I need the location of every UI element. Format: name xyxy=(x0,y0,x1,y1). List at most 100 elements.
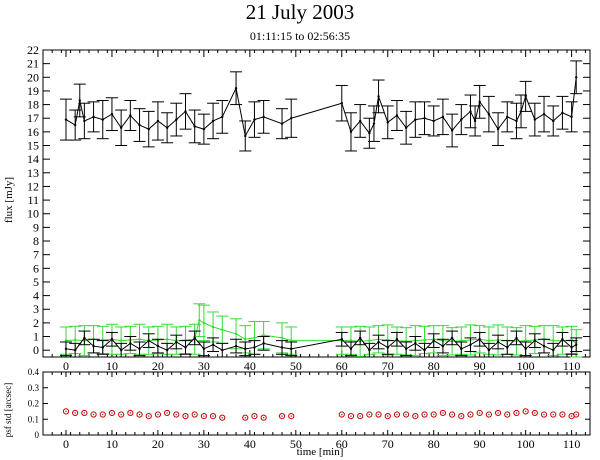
data-point-center xyxy=(74,412,76,414)
data-point xyxy=(145,413,152,420)
y-tick-label: 21 xyxy=(27,57,39,71)
x-tick-label: 110 xyxy=(563,437,581,451)
x-tick-label: 10 xyxy=(106,359,118,373)
data-point xyxy=(191,411,198,418)
data-point xyxy=(260,414,267,421)
data-point xyxy=(64,347,68,351)
data-point xyxy=(110,112,114,116)
data-point xyxy=(202,127,206,131)
data-point xyxy=(193,125,196,128)
data-point xyxy=(432,119,435,123)
x-tick-label: 100 xyxy=(517,359,535,373)
data-point xyxy=(561,111,564,114)
data-point xyxy=(347,413,355,420)
data-point xyxy=(92,344,95,348)
data-point xyxy=(83,119,86,123)
data-point xyxy=(515,119,518,123)
data-point xyxy=(64,118,68,121)
data-point xyxy=(221,348,224,352)
y-tick-label: 7 xyxy=(33,248,39,262)
data-point xyxy=(412,413,419,420)
x-tick-label: 0 xyxy=(63,359,69,373)
data-point-center xyxy=(451,413,453,416)
y-tick-label: 20 xyxy=(27,70,39,84)
data-point xyxy=(147,127,150,131)
y-tick-label: 18 xyxy=(27,98,39,112)
data-point xyxy=(368,348,371,352)
data-series xyxy=(62,408,580,421)
data-point xyxy=(377,95,380,98)
data-point xyxy=(473,119,477,123)
data-point xyxy=(280,346,284,349)
data-point xyxy=(575,343,578,346)
y-tick-label: 9 xyxy=(33,220,39,234)
data-point xyxy=(278,413,286,420)
data-point xyxy=(129,342,132,345)
data-point xyxy=(251,413,258,420)
data-point-center xyxy=(281,415,283,417)
data-point xyxy=(506,346,509,349)
data-point xyxy=(515,336,518,340)
x-tick-label: 110 xyxy=(563,359,581,373)
data-point xyxy=(211,325,215,329)
data-point xyxy=(234,332,238,336)
data-point xyxy=(487,348,491,352)
data-point-center xyxy=(442,412,444,414)
x-tick-label: 80 xyxy=(428,359,440,373)
data-point xyxy=(175,118,178,121)
data-point-center xyxy=(414,415,417,417)
data-point-center xyxy=(396,413,398,416)
data-point xyxy=(404,347,408,351)
data-point-center xyxy=(359,415,361,417)
data-point xyxy=(253,118,256,121)
data-point xyxy=(386,346,389,349)
data-point-center xyxy=(497,412,499,414)
data-point-center xyxy=(478,412,481,414)
data-point xyxy=(340,102,343,105)
data-point xyxy=(253,346,256,349)
x-tick-label: 0 xyxy=(63,437,69,451)
data-point xyxy=(262,333,265,337)
data-point xyxy=(234,87,238,90)
data-point xyxy=(253,336,256,340)
y-tick-label: 14 xyxy=(27,152,39,166)
x-tick-label: 60 xyxy=(336,437,348,451)
data-point-center xyxy=(83,412,86,414)
data-point xyxy=(550,411,557,418)
data-point xyxy=(156,119,160,123)
x-tick-label: 60 xyxy=(336,359,348,373)
data-point xyxy=(288,413,295,420)
data-point xyxy=(73,338,77,342)
data-point xyxy=(403,411,410,418)
y-tick-label: 19 xyxy=(27,84,39,98)
data-point xyxy=(494,409,502,417)
data-point-center xyxy=(262,416,265,419)
data-point xyxy=(73,348,77,352)
data-point xyxy=(127,409,134,417)
y-tick-label: 22 xyxy=(27,43,39,57)
data-point-center xyxy=(506,413,509,416)
y-tick-label: 0.4 xyxy=(28,367,40,377)
flux-axis-title: flux [mJy] xyxy=(3,177,15,223)
data-point-center xyxy=(524,410,527,413)
data-point-center xyxy=(175,413,178,416)
data-point xyxy=(262,342,265,345)
data-point xyxy=(375,411,382,418)
data-point-center xyxy=(101,413,104,416)
data-point-center xyxy=(561,413,564,416)
data-point xyxy=(458,413,465,420)
data-point xyxy=(138,123,141,127)
data-point xyxy=(198,318,201,322)
data-point xyxy=(349,339,353,342)
data-point xyxy=(485,411,492,418)
data-point xyxy=(478,338,481,341)
data-point-center xyxy=(129,412,132,414)
data-point xyxy=(552,348,555,352)
data-point-center xyxy=(193,413,196,416)
data-point xyxy=(414,118,417,121)
data-point xyxy=(423,117,426,120)
data-point xyxy=(506,115,509,119)
data-point xyxy=(524,95,527,98)
data-point xyxy=(129,114,132,117)
data-point xyxy=(423,348,426,352)
